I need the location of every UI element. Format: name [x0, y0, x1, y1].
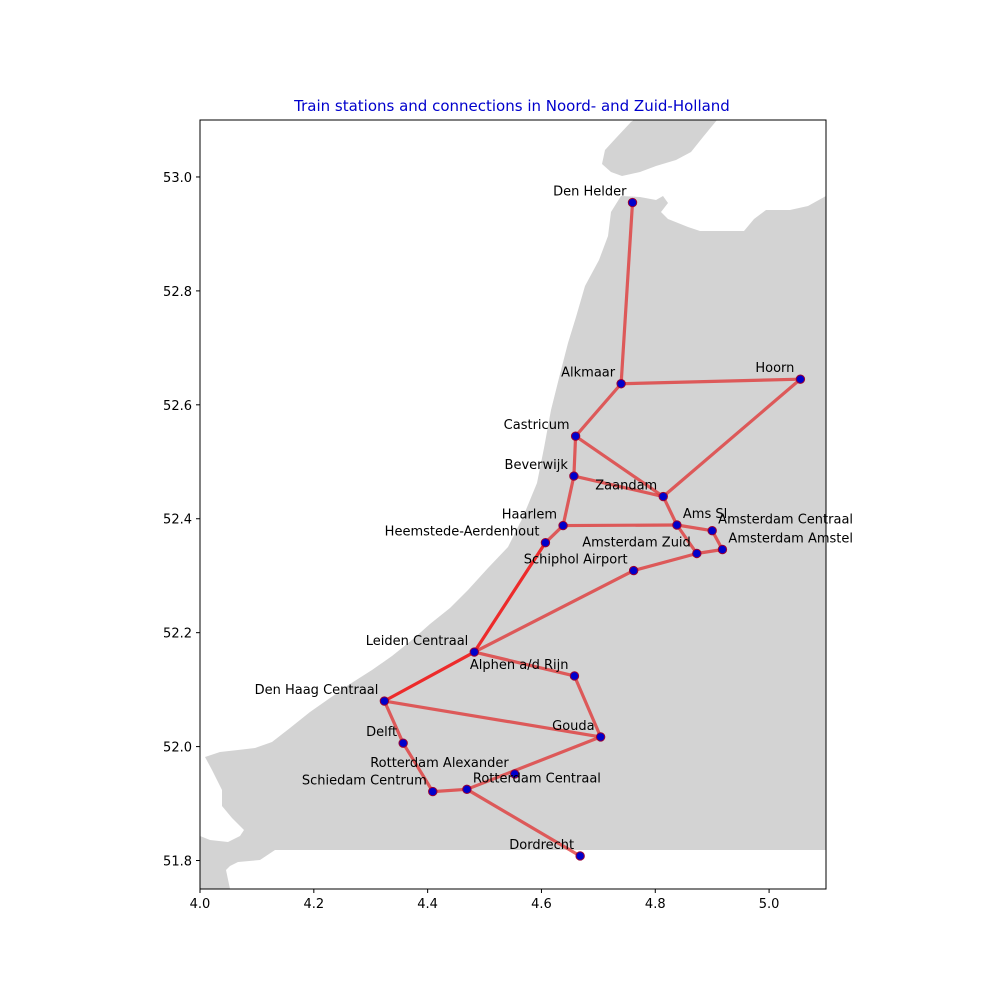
- connection-line: [573, 434, 665, 499]
- station-labels-layer: Den Helder Alkmaar Hoorn Castricum Beverwijk…: [255, 185, 853, 853]
- station-label: Leiden Centraal: [366, 634, 469, 649]
- station-marker: [570, 431, 581, 441]
- y-tick-label: 52.6: [163, 399, 192, 414]
- station-marker: [510, 769, 520, 779]
- x-tick-label: 4.0: [190, 897, 211, 912]
- station-marker: [795, 374, 806, 384]
- x-tick-label: 4.6: [531, 897, 552, 912]
- station-marker: [575, 851, 585, 861]
- station-marker: [379, 696, 390, 706]
- connection-line: [465, 735, 603, 791]
- station-label: Rotterdam Centraal: [473, 771, 601, 786]
- station-marker: [428, 786, 438, 797]
- station-label: Alphen a/d Rijn: [470, 658, 569, 673]
- station-marker: [569, 671, 580, 681]
- connection-line: [382, 699, 603, 739]
- x-tick-label: 5.0: [759, 897, 780, 912]
- station-marker: [569, 471, 579, 481]
- station-label: Dordrecht: [509, 838, 574, 853]
- connection-line: [382, 699, 405, 745]
- station-label: Delft: [366, 725, 397, 740]
- station-marker: [628, 565, 639, 576]
- station-label: Alkmaar: [561, 366, 616, 381]
- y-tick-label: 52.4: [163, 513, 192, 528]
- land-island: [602, 120, 717, 176]
- connection-line: [572, 474, 665, 499]
- station-label: Schiedam Centrum: [302, 774, 427, 789]
- station-marker: [658, 491, 668, 502]
- station-marker: [627, 197, 638, 208]
- connection-line: [661, 377, 802, 499]
- station-marker: [469, 647, 480, 657]
- station-label: Ams Sl: [683, 507, 727, 522]
- station-marker: [398, 738, 408, 748]
- connection-line: [472, 650, 577, 678]
- connection-line: [675, 523, 699, 556]
- highlighted-connection-line: [472, 541, 548, 654]
- station-label: Amsterdam Centraal: [718, 513, 853, 528]
- station-marker: [717, 544, 728, 555]
- land-mainland: [200, 196, 826, 889]
- stations-layer: [379, 197, 806, 861]
- y-tick-label: 52.0: [163, 741, 192, 756]
- y-tick-label: 51.8: [163, 855, 192, 870]
- connection-line: [661, 494, 679, 527]
- connection-line: [431, 787, 469, 794]
- connection-line: [561, 474, 576, 528]
- connection-line: [572, 434, 578, 478]
- connection-line: [561, 523, 679, 528]
- station-label: Gouda: [552, 719, 595, 734]
- station-label: Den Helder: [553, 185, 627, 200]
- station-marker: [707, 526, 717, 536]
- y-tick-label: 52.2: [163, 627, 192, 642]
- connection-line: [572, 674, 603, 739]
- connection-line: [675, 523, 714, 533]
- y-tick-label: 52.8: [163, 285, 192, 300]
- station-marker: [462, 784, 472, 795]
- station-marker: [672, 520, 682, 530]
- y-axis: 51.8 52.0 52.2 52.4 52.6 52.8 53.0: [163, 171, 200, 870]
- station-label: Den Haag Centraal: [255, 683, 379, 698]
- station-label: Amsterdam Amstel: [728, 532, 853, 547]
- highlighted-connection-line: [382, 650, 476, 703]
- station-label: Haarlem: [502, 508, 557, 523]
- station-marker: [558, 520, 568, 531]
- connection-line: [573, 382, 623, 438]
- x-tick-label: 4.2: [303, 897, 324, 912]
- connection-line: [619, 377, 802, 386]
- y-tick-label: 53.0: [163, 171, 192, 186]
- chart-title: Train stations and connections in Noord-…: [293, 97, 730, 115]
- x-tick-label: 4.8: [645, 897, 666, 912]
- connection-line: [401, 741, 435, 794]
- station-label: Castricum: [504, 418, 570, 433]
- station-label: Hoorn: [755, 361, 794, 376]
- connection-line: [465, 787, 582, 858]
- station-label: Rotterdam Alexander: [370, 756, 509, 771]
- connections-layer: [382, 200, 802, 858]
- connection-line: [619, 200, 635, 386]
- station-label: Amsterdam Zuid: [582, 535, 691, 550]
- station-label: Beverwijk: [505, 458, 569, 473]
- station-marker: [540, 537, 551, 548]
- plot-frame: [199, 119, 827, 890]
- station-label: Zaandam: [595, 479, 657, 494]
- station-label: Heemstede-Aerdenhout: [385, 525, 540, 540]
- station-label: Schiphol Airport: [524, 553, 628, 568]
- station-marker: [595, 732, 606, 742]
- x-tick-label: 4.4: [417, 897, 438, 912]
- station-marker: [692, 548, 702, 559]
- connection-line: [632, 551, 699, 573]
- x-axis: 4.0 4.2 4.4 4.6 4.8 5.0: [190, 889, 780, 912]
- connection-line: [472, 568, 636, 654]
- station-marker: [616, 379, 626, 389]
